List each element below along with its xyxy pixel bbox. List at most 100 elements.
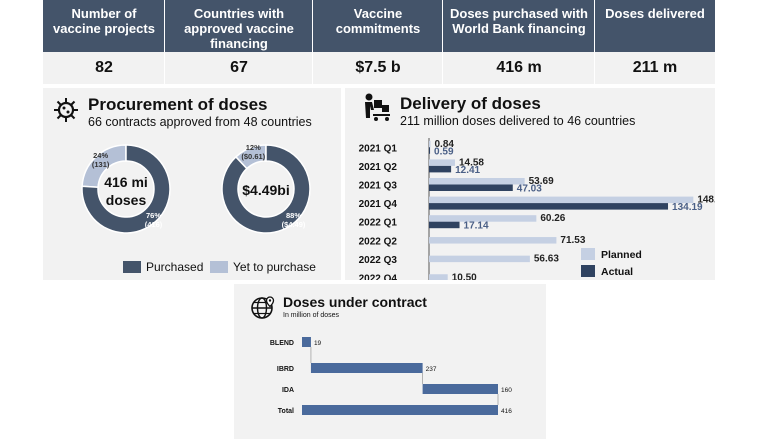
kpi-value: 416 m — [443, 52, 595, 84]
donut-center-label: 416 mi — [104, 174, 148, 190]
actual-bar — [429, 203, 669, 210]
contract-bar — [302, 405, 498, 415]
planned-bar — [429, 159, 455, 166]
kpi-header: Vaccine commitments — [313, 0, 443, 52]
category-label: 2022 Q3 — [359, 255, 398, 266]
planned-value-label: 14.58 — [459, 157, 484, 168]
contract-category-label: IDA — [282, 387, 294, 394]
kpi-header-line: commitments — [335, 21, 421, 36]
donut-slice-label: 24% — [93, 151, 108, 160]
contract-category-label: Total — [278, 408, 294, 415]
legend-swatch-yet — [210, 261, 228, 273]
donut-slice-label: (416) — [145, 220, 163, 229]
actual-bar — [429, 184, 513, 191]
delivery-subtitle: 211 million doses delivered to 46 countr… — [400, 114, 636, 128]
kpi-header-line: vaccine projects — [53, 21, 155, 36]
donut-slice-purchased — [81, 144, 171, 234]
kpi-header-line: Vaccine — [353, 6, 403, 21]
contract-value-label: 237 — [426, 366, 437, 373]
contract-value-label: 160 — [501, 387, 512, 394]
category-label: 2021 Q2 — [359, 162, 398, 173]
planned-value-label: 56.63 — [534, 254, 559, 265]
kpi-header: Number of vaccine projects — [43, 0, 165, 52]
donut-slice-label: ($0.61) — [241, 152, 265, 161]
planned-bar — [429, 178, 525, 185]
delivery-title: Delivery of doses — [400, 94, 541, 113]
planned-bar — [429, 215, 537, 222]
procurement-donuts: 416 mi doses 24%(131) 76%(416) $4.49bi 12%($0… — [81, 143, 316, 274]
delivery-icon — [365, 93, 390, 121]
planned-bar — [429, 255, 530, 263]
contract-chart: BLEND 19 IBRD 237 IDA 160 Total 416 — [270, 337, 512, 415]
planned-value-label: 60.26 — [540, 213, 565, 224]
actual-value-label: 134.19 — [672, 202, 703, 213]
planned-value-label: 10.50 — [452, 272, 477, 280]
globe-icon — [251, 296, 275, 319]
planned-bar — [429, 196, 694, 204]
contract-bar — [310, 363, 423, 373]
legend-swatch-actual — [581, 265, 595, 277]
planned-value-label: 71.53 — [560, 235, 585, 246]
planned-bar — [429, 140, 431, 148]
kpi-header-line: financing — [210, 36, 268, 51]
contract-value-label: 416 — [501, 408, 512, 415]
kpi-header-line: Doses purchased with — [450, 6, 588, 21]
kpi-header: Doses delivered — [595, 0, 715, 52]
kpi-header: Doses purchased with World Bank financing — [443, 0, 595, 52]
contract-subtitle: In million of doses — [283, 312, 340, 319]
category-label: 2021 Q4 — [359, 199, 398, 210]
procurement-title: Procurement of doses — [88, 95, 268, 114]
kpi-value: 82 — [43, 52, 165, 84]
category-label: 2022 Q4 — [359, 274, 398, 281]
donut-slice-purchased — [221, 144, 311, 234]
legend-swatch-planned — [581, 248, 595, 260]
legend-label-actual: Actual — [601, 266, 633, 278]
kpi-header-line: Number of — [71, 6, 137, 21]
kpi-value: 211 m — [595, 52, 715, 84]
legend-label-planned: Planned — [601, 249, 642, 261]
planned-value-label: 148.39 — [697, 195, 715, 206]
contract-value-label: 19 — [314, 340, 322, 347]
planned-value-label: 0.84 — [434, 139, 454, 150]
actual-bar — [429, 147, 431, 154]
planned-bar — [429, 237, 557, 244]
kpi-header: Countries with approved vaccine financing — [165, 0, 313, 52]
category-label: 2022 Q2 — [359, 236, 398, 247]
actual-value-label: 47.03 — [517, 184, 542, 195]
legend-swatch-purchased — [123, 261, 141, 273]
planned-bar — [429, 274, 448, 280]
donut-slice-label: 12% — [246, 143, 261, 152]
donut-slice-label: 76% — [146, 211, 161, 220]
legend-label-yet: Yet to purchase — [233, 260, 316, 274]
donut-slice-label: 88% — [286, 211, 301, 220]
actual-value-label: 0.59 — [434, 146, 454, 157]
kpi-header-line: World Bank financing — [452, 21, 586, 36]
virus-icon — [54, 98, 78, 122]
contract-bar — [302, 337, 311, 347]
donut-center-label: $4.49bi — [242, 182, 289, 198]
kpi-header-line: Doses delivered — [605, 6, 705, 21]
kpi-table: Number of vaccine projects 82 Countries wit… — [43, 0, 715, 84]
actual-bar — [429, 165, 452, 173]
kpi-header-line: approved vaccine — [184, 21, 294, 36]
legend-label-purchased: Purchased — [146, 260, 203, 274]
category-label: 2022 Q1 — [359, 218, 398, 229]
category-label: 2021 Q1 — [359, 143, 398, 154]
contract-title: Doses under contract — [283, 294, 427, 310]
procurement-subtitle: 66 contracts approved from 48 countries — [88, 115, 312, 129]
donut-slice-label: ($4.49) — [282, 220, 306, 229]
contract-category-label: IBRD — [277, 366, 294, 373]
donut-slice-label: (131) — [92, 160, 110, 169]
kpi-value: 67 — [165, 52, 313, 84]
kpi-value: $7.5 b — [313, 52, 443, 84]
contract-category-label: BLEND — [270, 340, 294, 347]
contract-bar — [422, 384, 498, 394]
delivery-panel — [345, 88, 715, 280]
actual-bar — [429, 221, 460, 229]
donut-center-label: doses — [106, 192, 147, 208]
planned-value-label: 53.69 — [529, 176, 554, 187]
actual-value-label: 12.41 — [455, 165, 480, 176]
actual-value-label: 17.14 — [464, 221, 489, 232]
category-label: 2021 Q3 — [359, 181, 398, 192]
